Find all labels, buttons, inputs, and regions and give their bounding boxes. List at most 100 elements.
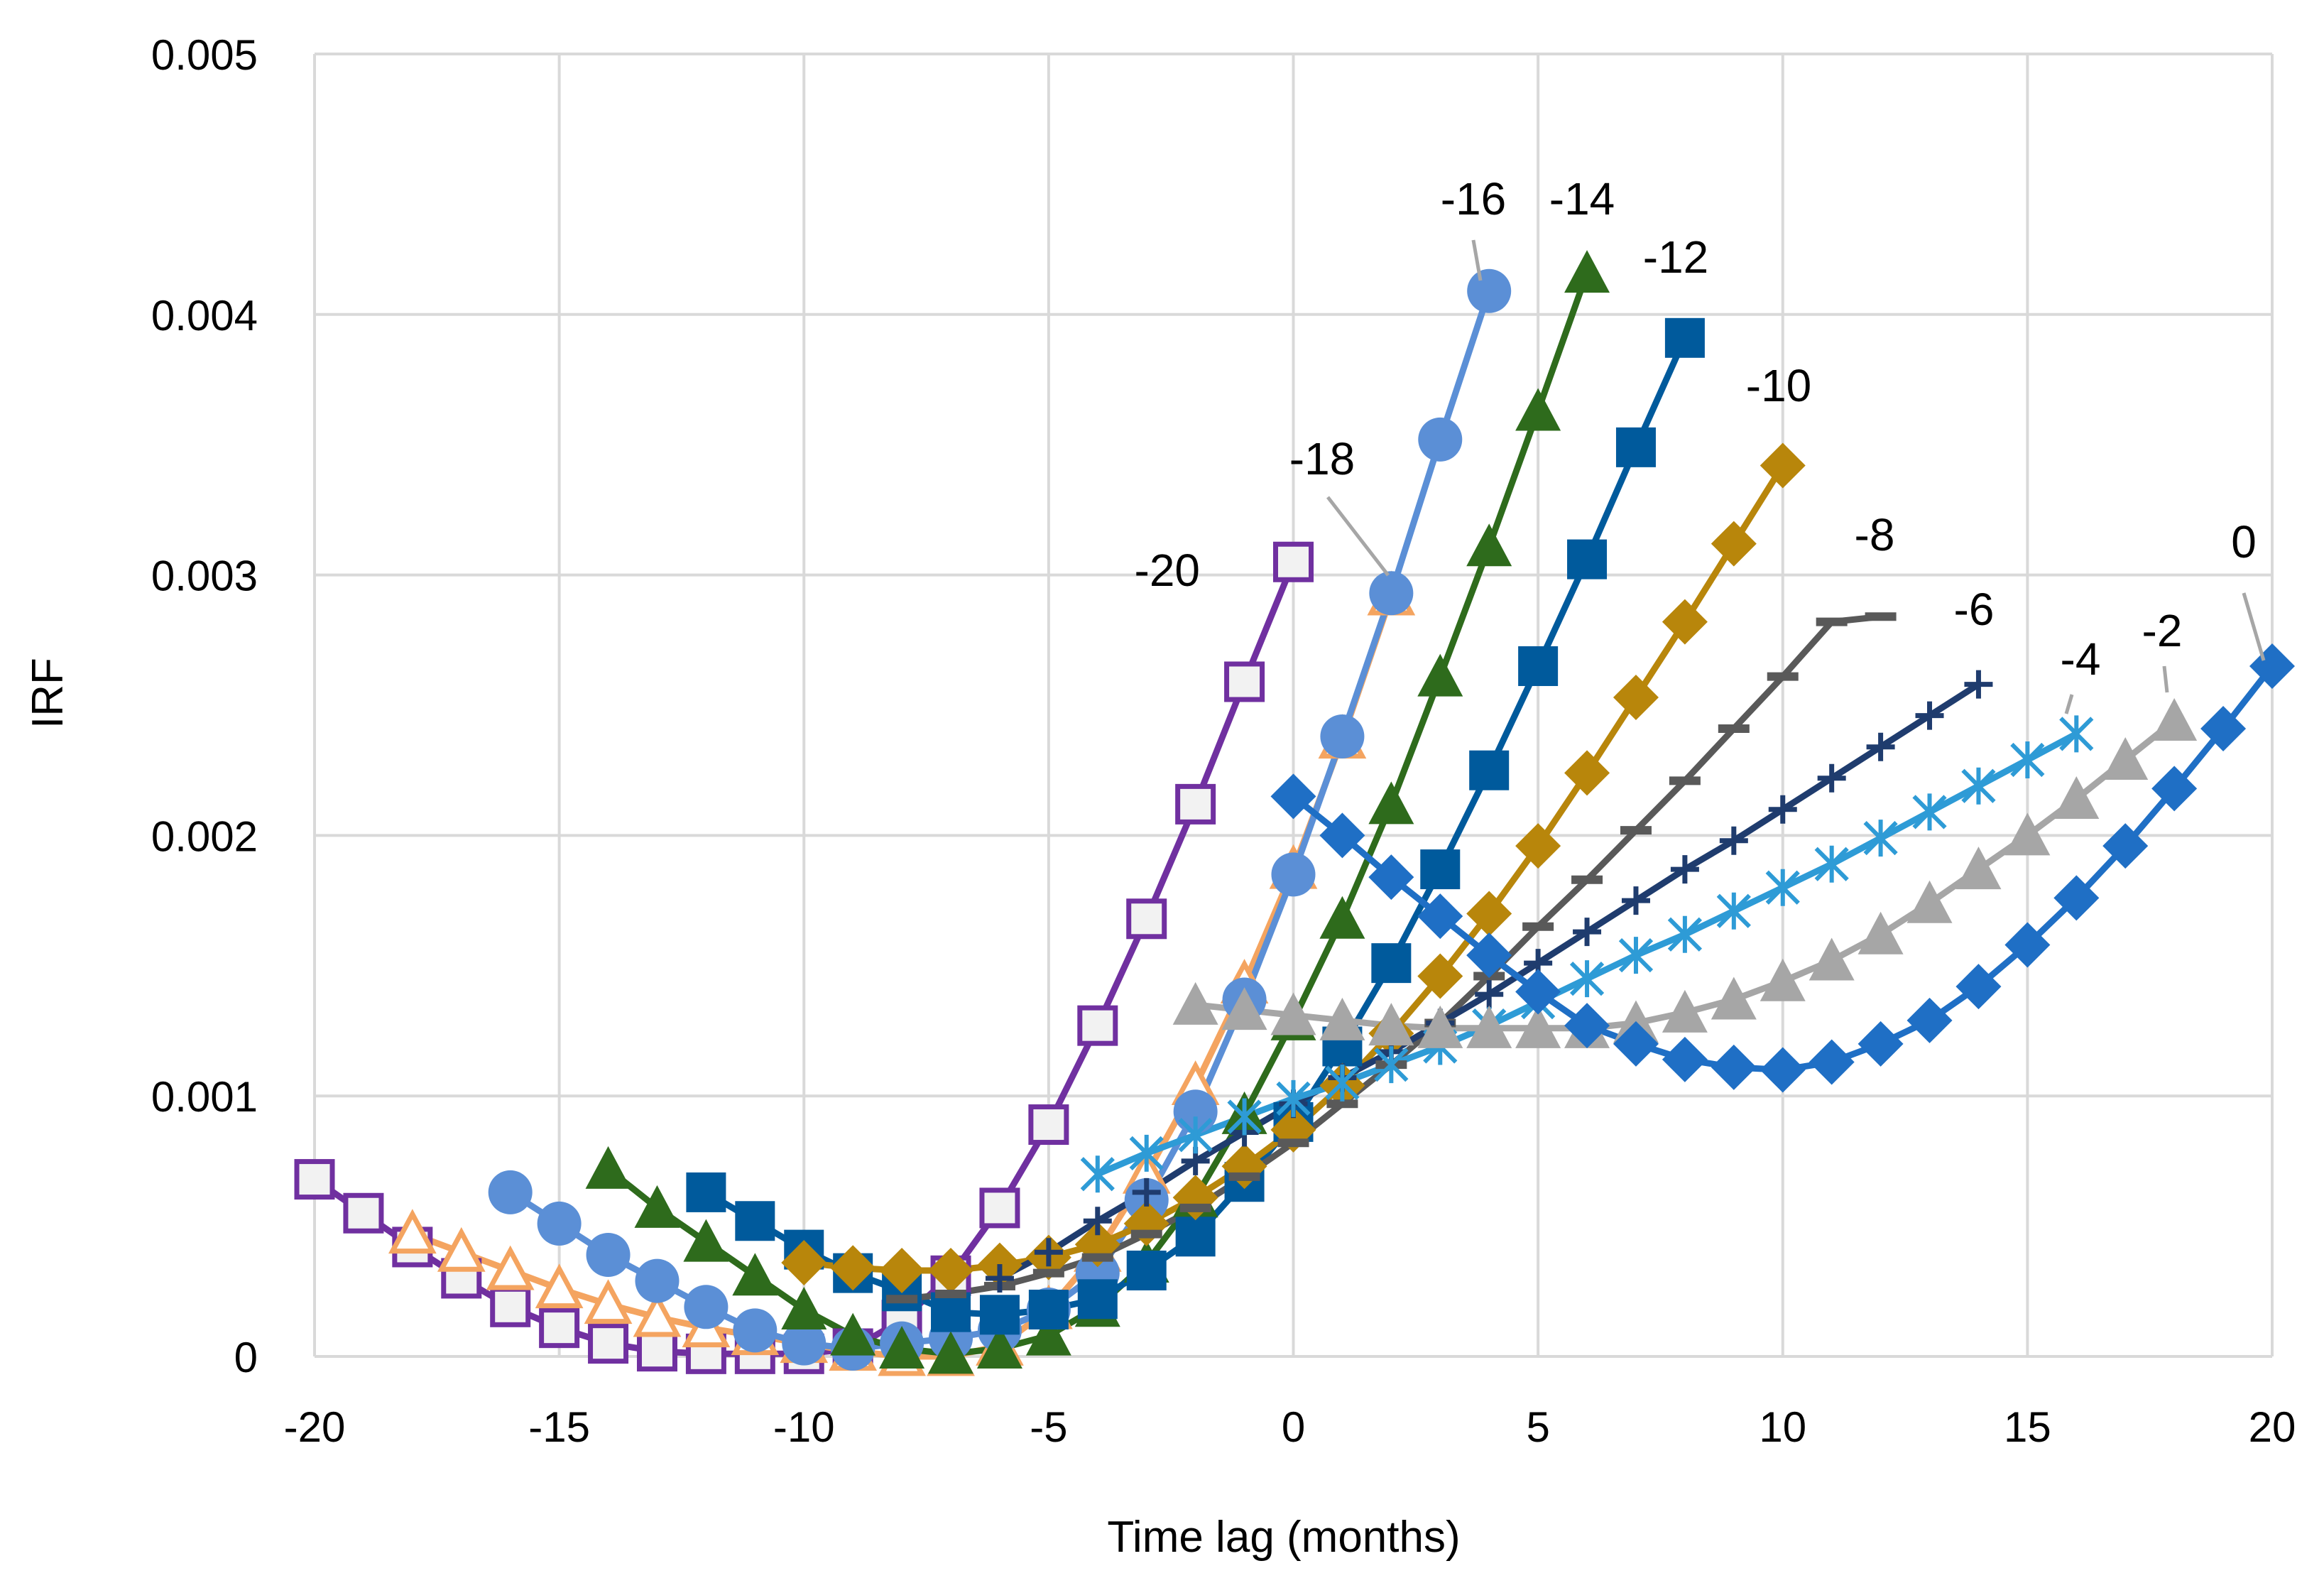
data-point [1025, 1312, 1071, 1356]
x-tick-label: 20 [2249, 1403, 2296, 1451]
data-point [735, 1201, 775, 1241]
data-point [781, 1286, 827, 1329]
x-axis-title: Time lag (months) [1107, 1513, 1460, 1562]
data-point [781, 1239, 827, 1285]
y-tick-label: 0 [234, 1334, 258, 1381]
x-tick-label: 0 [1282, 1403, 1305, 1451]
data-point [1270, 773, 1316, 820]
data-point [1077, 1005, 1118, 1046]
series-label: 0 [2231, 516, 2257, 567]
data-point [1132, 1177, 1161, 1207]
data-point [979, 1295, 1020, 1335]
data-point [1320, 714, 1365, 759]
data-point [1613, 674, 1659, 720]
data-point [1276, 1079, 1311, 1117]
data-point [1368, 781, 1414, 825]
data-point [1417, 893, 1463, 940]
data-point [684, 1285, 729, 1329]
data-point [1417, 1005, 1463, 1048]
data-point [1515, 1005, 1561, 1048]
data-point [1227, 1098, 1262, 1136]
series-label: -6 [1954, 584, 1995, 635]
data-point [1466, 523, 1512, 567]
data-point [1371, 943, 1412, 984]
series-label: -4 [2061, 633, 2101, 685]
data-point [1760, 1047, 1806, 1093]
x-tick-label: -10 [773, 1403, 835, 1451]
data-point [633, 1292, 682, 1337]
data-point [1667, 915, 1703, 953]
data-point [1613, 1021, 1659, 1067]
series-label: -10 [1746, 360, 1812, 411]
data-point [1964, 670, 1993, 699]
data-point [1618, 937, 1654, 974]
data-point [588, 1323, 629, 1364]
data-point [1172, 981, 1218, 1025]
tick-labels: -20 -15 -10 -5 0 5 10 15 2000.0010.0020.0030.004… [151, 31, 2296, 1451]
data-point [2151, 698, 2198, 741]
data-point [1915, 701, 1944, 730]
data-point [1670, 855, 1699, 884]
data-point [1515, 388, 1561, 431]
series-label: -18 [1289, 433, 1355, 484]
data-point [1515, 823, 1561, 869]
data-point [1809, 937, 1855, 981]
data-point [1129, 1134, 1164, 1172]
data-point [343, 1192, 384, 1234]
data-point [1028, 1289, 1069, 1329]
data-point [1080, 1155, 1115, 1193]
data-point [1420, 849, 1461, 890]
data-point [1417, 953, 1463, 999]
data-point [1664, 317, 1705, 358]
data-point [830, 1245, 876, 1291]
data-point [1319, 812, 1365, 859]
series-labels: -20-18-16 -14-12-10-8-6-4-20 [1135, 173, 2266, 714]
data-point [1906, 997, 1953, 1043]
data-point [1569, 960, 1605, 998]
data-point [2151, 766, 2198, 812]
data-point [733, 1308, 778, 1353]
data-point [2102, 823, 2149, 869]
x-tick-label: 15 [2004, 1403, 2051, 1451]
data-point [2053, 875, 2100, 921]
data-point [1518, 646, 1559, 686]
data-point [1178, 1116, 1213, 1154]
x-tick-label: -15 [528, 1403, 590, 1451]
data-point [928, 1331, 974, 1374]
data-point [1912, 793, 1947, 831]
data-point [1662, 989, 1708, 1033]
data-point [931, 1292, 971, 1332]
label-leader-line [1326, 496, 1390, 577]
data-point [879, 1247, 925, 1293]
x-tick-label: -20 [284, 1403, 346, 1451]
series-label: -2 [2142, 605, 2183, 656]
data-point [1083, 1207, 1112, 1236]
data-point [1469, 750, 1510, 790]
data-point [1866, 732, 1895, 761]
data-point [1175, 783, 1216, 825]
data-point [294, 1159, 335, 1200]
series-markers [294, 250, 2295, 1376]
data-point [586, 1232, 631, 1277]
data-point [830, 1312, 876, 1356]
data-point [1475, 980, 1504, 1009]
data-point [388, 1209, 437, 1254]
data-point [1857, 911, 1904, 954]
data-point [1467, 268, 1512, 313]
data-point [2004, 812, 2051, 856]
data-point [1716, 892, 1751, 930]
data-point [537, 1201, 582, 1246]
data-point [1711, 977, 1757, 1020]
data-point [1325, 1064, 1360, 1101]
data-point [1418, 417, 1463, 462]
data-point [928, 1247, 974, 1293]
data-point [1814, 845, 1849, 883]
data-point [1573, 918, 1602, 947]
data-point [1711, 521, 1757, 567]
data-point [732, 1253, 778, 1296]
data-point [1662, 599, 1708, 645]
data-point [985, 1263, 1014, 1293]
data-point [1319, 997, 1365, 1040]
y-tick-label: 0.002 [151, 812, 258, 860]
